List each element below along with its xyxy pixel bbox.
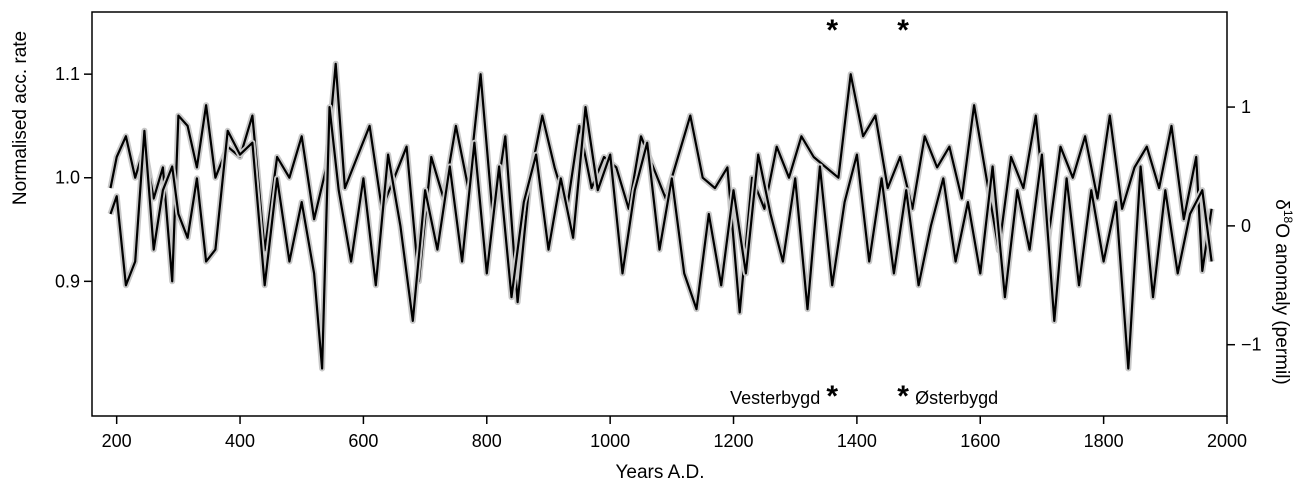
x-tick-label: 200 — [102, 431, 132, 451]
x-tick-label: 800 — [472, 431, 502, 451]
right-axis-label-suffix: O anomaly (permil) — [1271, 223, 1292, 385]
right-axis: 1 0 −1 — [1227, 97, 1262, 355]
asterisk-marker: * — [826, 14, 838, 47]
x-tick-label: 1600 — [960, 431, 1000, 451]
x-tick-label: 1000 — [590, 431, 630, 451]
right-tick-label: 0 — [1241, 216, 1251, 236]
asterisk-marker: * — [897, 380, 909, 413]
x-axis: 200 400 600 800 1000 1200 1400 1600 1800 2000 — [102, 416, 1247, 451]
right-axis-label-prefix: δ — [1271, 199, 1292, 210]
asterisk-marker: * — [897, 14, 909, 47]
right-tick-label: 1 — [1241, 97, 1251, 117]
annotation-layer: * * * Vesterbygd * Østerbygd — [730, 14, 998, 413]
left-axis-label: Normalised acc. rate — [10, 31, 31, 205]
left-tick-label: 0.9 — [55, 271, 80, 291]
x-tick-label: 1200 — [713, 431, 753, 451]
x-tick-label: 1400 — [837, 431, 877, 451]
x-tick-label: 400 — [225, 431, 255, 451]
x-tick-label: 1800 — [1084, 431, 1124, 451]
series-layer — [107, 60, 1215, 372]
settlement-label: Vesterbygd — [730, 388, 820, 408]
series-2-smoothed-line — [109, 105, 1213, 370]
left-axis: 0.9 1.0 1.1 — [55, 64, 92, 291]
right-axis-label: δ18O anomaly (permil) — [1271, 199, 1295, 384]
right-axis-label-superscript: 18 — [1281, 210, 1295, 224]
x-tick-label: 600 — [348, 431, 378, 451]
x-tick-label: 2000 — [1207, 431, 1247, 451]
left-tick-label: 1.1 — [55, 64, 80, 84]
settlement-label: Østerbygd — [915, 388, 998, 408]
x-axis-label: Years A.D. — [615, 462, 704, 483]
right-tick-label: −1 — [1241, 335, 1262, 355]
left-tick-label: 1.0 — [55, 168, 80, 188]
plot-frame — [91, 11, 1228, 417]
asterisk-marker: * — [826, 380, 838, 413]
